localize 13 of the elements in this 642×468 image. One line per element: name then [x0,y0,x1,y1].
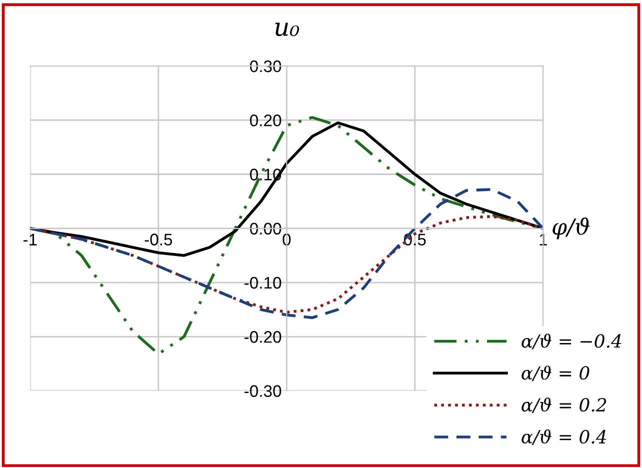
legend-label: α/ϑ = 0.4 [522,429,606,445]
y-tick-label: -0.10 [244,276,282,289]
y-tick-label: 0.20 [250,114,282,126]
legend-label: α/ϑ = −0.4 [522,334,622,350]
y-tick-label: -0.30 [244,385,282,397]
x-axis-title: φ/ϑ [552,218,590,240]
y-axis-title: u₀ [275,22,300,36]
x-tick-label: 0 [282,234,291,246]
y-tick-label: -0.20 [244,331,282,343]
x-tick-label: -1 [24,234,37,246]
legend-label: α/ϑ = 0.2 [522,397,606,414]
legend-label: α/ϑ = 0 [522,366,590,382]
x-tick-label: -0.5 [144,234,172,246]
